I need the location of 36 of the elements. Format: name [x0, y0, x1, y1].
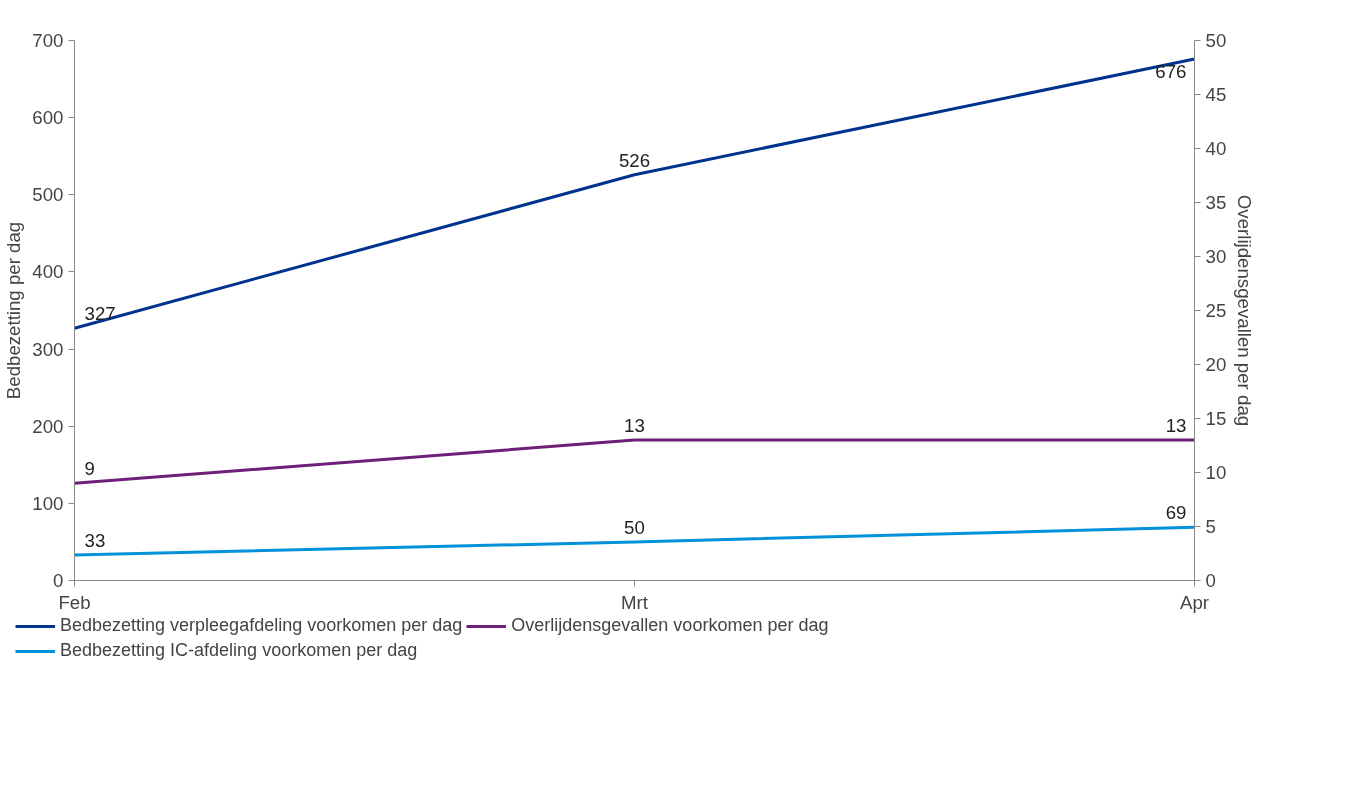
y2-tick-label: 50: [1205, 30, 1227, 51]
legend-label: Bedbezetting verpleegafdeling voorkomen per dag: [60, 615, 463, 636]
legend-label: Bedbezetting IC-afdeling voorkomen per dag: [60, 640, 418, 661]
data-label: 33: [84, 530, 106, 552]
data-label: 327: [84, 303, 116, 325]
y2-tick-label: 10: [1205, 462, 1227, 483]
y-tick-label: 300: [32, 338, 64, 360]
y2-tick-label: 45: [1205, 84, 1227, 105]
y2-tick-label: 15: [1205, 408, 1227, 429]
y-tick-label: 200: [32, 415, 64, 437]
y2-tick-label: 5: [1205, 516, 1216, 537]
x-tick-label: Mrt: [621, 591, 649, 613]
y-tick-label: 500: [32, 184, 64, 206]
y2-tick-label: 20: [1205, 354, 1227, 375]
y2-axis-title: Overlijdensgevallen per dag: [1234, 194, 1256, 427]
data-label: 676: [1155, 61, 1187, 83]
y2-tick-label: 0: [1205, 570, 1216, 591]
data-label: 13: [1165, 415, 1187, 437]
y-tick-label: 100: [32, 492, 64, 514]
y-tick-label: 400: [32, 261, 64, 283]
y-tick-label: 0: [53, 570, 64, 591]
y-tick-label: 600: [32, 107, 64, 129]
y2-tick-label: 35: [1205, 192, 1227, 213]
x-tick-label: Apr: [1179, 591, 1210, 613]
y2-tick-label: 25: [1205, 300, 1227, 321]
data-label: 69: [1165, 502, 1187, 524]
data-label: 13: [624, 415, 645, 437]
y2-tick-label: 40: [1205, 138, 1227, 159]
x-tick-label: Feb: [58, 591, 91, 613]
data-label: 526: [618, 149, 651, 171]
legend-label: Overlijdensgevallen voorkomen per dag: [511, 615, 829, 636]
y-axis-title: Bedbezetting per dag: [3, 221, 25, 400]
y-tick-label: 700: [32, 30, 64, 51]
y2-tick-label: 30: [1205, 246, 1227, 267]
data-label: 50: [624, 516, 645, 538]
data-label: 9: [84, 458, 95, 480]
